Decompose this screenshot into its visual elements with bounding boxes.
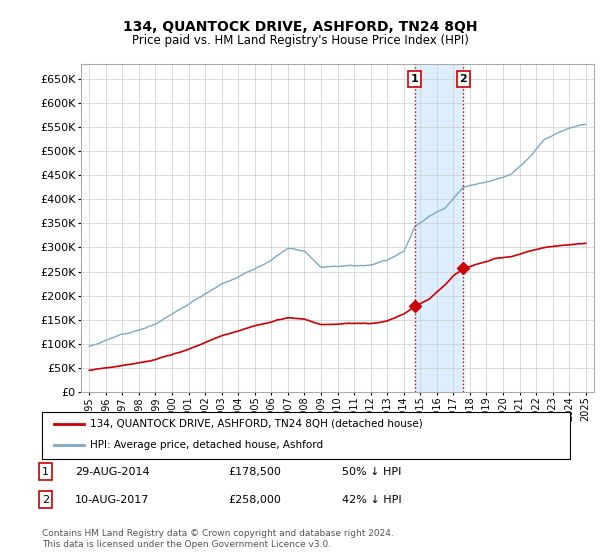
Text: £178,500: £178,500 xyxy=(228,466,281,477)
Text: 50% ↓ HPI: 50% ↓ HPI xyxy=(342,466,401,477)
Text: 1: 1 xyxy=(411,74,418,84)
Text: 29-AUG-2014: 29-AUG-2014 xyxy=(75,466,149,477)
Text: 42% ↓ HPI: 42% ↓ HPI xyxy=(342,494,401,505)
Text: 2: 2 xyxy=(42,494,49,505)
Text: HPI: Average price, detached house, Ashford: HPI: Average price, detached house, Ashf… xyxy=(90,440,323,450)
Text: 1: 1 xyxy=(42,466,49,477)
Text: Contains HM Land Registry data © Crown copyright and database right 2024.
This d: Contains HM Land Registry data © Crown c… xyxy=(42,529,394,549)
Text: £258,000: £258,000 xyxy=(228,494,281,505)
Bar xyxy=(415,64,463,392)
Text: 134, QUANTOCK DRIVE, ASHFORD, TN24 8QH (detached house): 134, QUANTOCK DRIVE, ASHFORD, TN24 8QH (… xyxy=(90,419,423,429)
Text: 134, QUANTOCK DRIVE, ASHFORD, TN24 8QH: 134, QUANTOCK DRIVE, ASHFORD, TN24 8QH xyxy=(123,20,477,34)
Text: 10-AUG-2017: 10-AUG-2017 xyxy=(75,494,149,505)
Text: 2: 2 xyxy=(460,74,467,84)
Text: Price paid vs. HM Land Registry's House Price Index (HPI): Price paid vs. HM Land Registry's House … xyxy=(131,34,469,46)
